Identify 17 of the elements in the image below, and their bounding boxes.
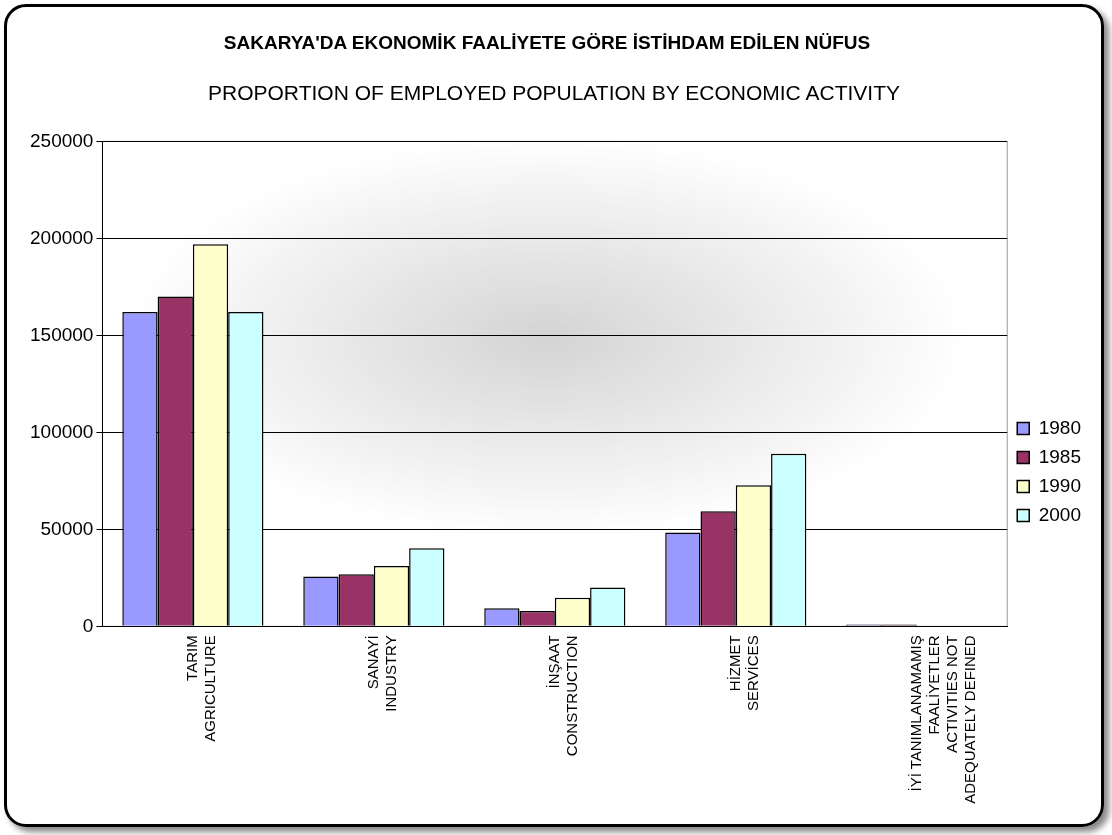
chart-subtitle: PROPORTION OF EMPLOYED POPULATION BY ECONOMIC ACTIVITY	[207, 81, 901, 105]
chart-title: SAKARYA'DA EKONOMİK FAALİYETE GÖRE İSTİHDAM EDİLEN NÜFUS	[222, 31, 872, 55]
x-tick-label: İYİ TANIMLANAMAMIŞ FAALİYETLER ACTIVITIES NOT ADEQUATELY DEFINED	[906, 635, 978, 804]
x-tick-label: İNŞAAT CONSTRUCTION	[544, 635, 580, 757]
x-tick-label: HİZMET SERVİCES	[725, 635, 761, 711]
y-tick-label: 100000	[30, 420, 94, 442]
y-tick-label: 250000	[30, 129, 94, 151]
y-tick-label: 150000	[30, 323, 94, 345]
legend-label: 1985	[1038, 445, 1082, 467]
y-tick-label: 200000	[30, 226, 94, 248]
x-tick-label: TARIM AGRICULTURE	[183, 635, 219, 742]
x-tick-label: SANAYİ INDUSTRY	[363, 635, 399, 712]
y-tick-label: 50000	[40, 517, 94, 539]
legend-label: 1990	[1038, 474, 1082, 496]
y-tick-label: 0	[82, 614, 94, 636]
legend-label: 2000	[1038, 503, 1082, 525]
legend-label: 1980	[1038, 416, 1082, 438]
